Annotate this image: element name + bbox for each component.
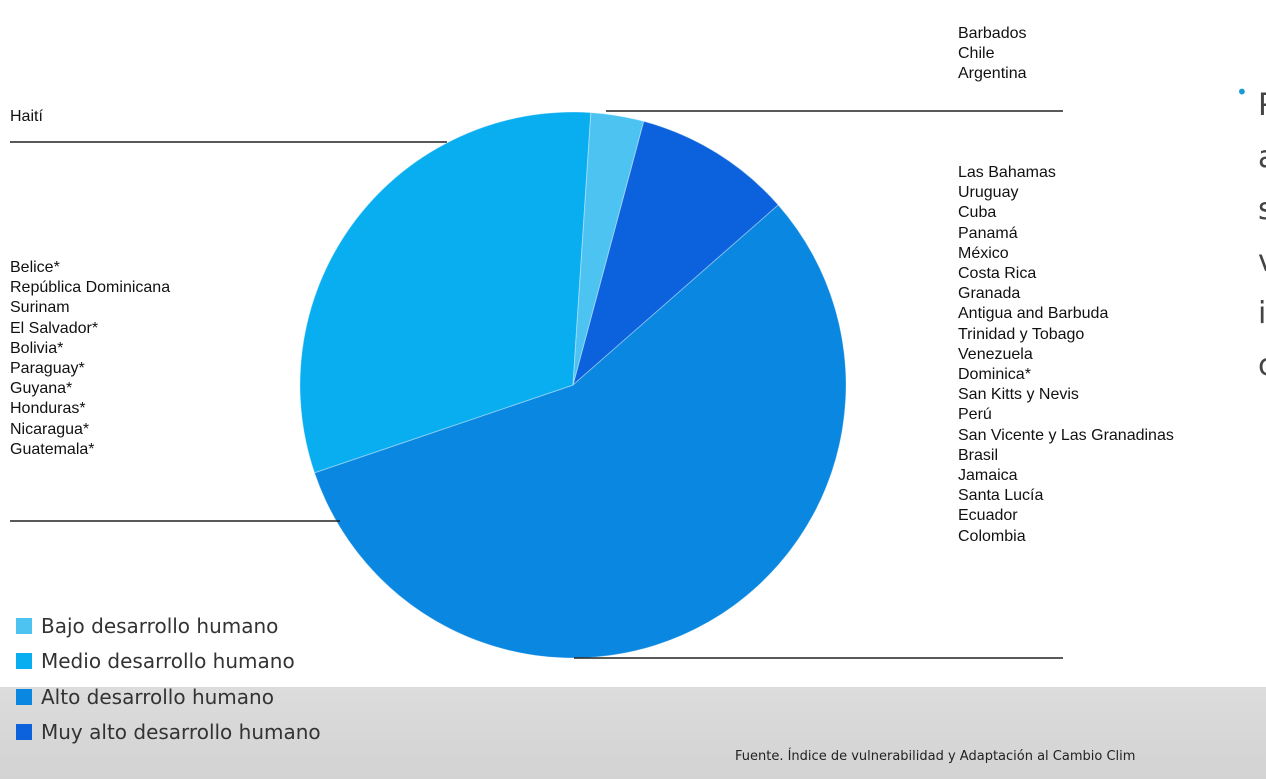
legend-item: Bajo desarrollo humano <box>10 608 321 644</box>
country-label: Las Bahamas <box>958 164 1056 181</box>
label-group-muy-alto: Barbados Chile Argentina <box>958 24 1027 85</box>
country-label: Brasil <box>958 446 999 464</box>
legend: Bajo desarrollo humano Medio desarrollo h… <box>10 608 321 750</box>
country-label: Cuba <box>958 204 997 222</box>
legend-swatch <box>16 617 32 634</box>
side-text-line: v <box>1258 236 1266 288</box>
pie-slice-1 <box>313 204 847 659</box>
country-label: Antigua and Barbuda <box>958 305 1109 323</box>
legend-label: Alto desarrollo humano <box>41 684 274 709</box>
side-text-line: c <box>1258 340 1266 392</box>
country-label: Dominica* <box>958 366 1031 384</box>
source-note: Fuente. Índice de vulnerabilidad y Adapt… <box>735 749 1136 764</box>
country-label: San Vicente y Las Granadinas <box>958 426 1174 444</box>
country-label: Panamá <box>958 224 1018 242</box>
country-label: Nicaragua* <box>10 420 90 438</box>
country-label: Ecuador <box>958 507 1018 525</box>
legend-item: Alto desarrollo humano <box>10 679 321 715</box>
pie-slice-2 <box>299 111 592 474</box>
legend-swatch <box>16 724 32 741</box>
country-label: Costa Rica <box>958 265 1037 283</box>
label-group-alto: Las Bahamas Uruguay Cuba Panamá México Costa … <box>958 163 1174 547</box>
label-group-medio: Belice* República Dominicana Surinam El Sal… <box>10 258 170 460</box>
legend-item: Medio desarrollo humano <box>10 644 321 680</box>
country-label: Haití <box>10 108 43 125</box>
country-label: Santa Lucía <box>958 487 1044 505</box>
country-label: Belice* <box>10 259 60 276</box>
side-text-line: P <box>1258 80 1266 132</box>
country-label: Uruguay <box>958 184 1019 202</box>
country-label: Trinidad y Tobago <box>958 325 1085 343</box>
country-label: San Kitts y Nevis <box>958 386 1079 404</box>
country-label: Honduras* <box>10 400 86 418</box>
side-text-line: a <box>1258 132 1266 184</box>
country-label: Barbados <box>958 25 1027 42</box>
legend-label: Bajo desarrollo humano <box>41 613 279 638</box>
country-label: México <box>958 244 1009 262</box>
country-label: Guatemala* <box>10 440 95 458</box>
pie-slice-0 <box>572 120 779 387</box>
country-label: Venezuela <box>958 345 1033 363</box>
country-label: Guyana* <box>10 380 73 398</box>
legend-swatch <box>16 688 32 705</box>
label-group-bajo: Haití <box>10 107 43 127</box>
legend-item: Muy alto desarrollo humano <box>10 715 321 751</box>
side-text-fragment: Pasvic <box>1258 80 1266 392</box>
country-label: Perú <box>958 406 992 424</box>
bullet-icon: • <box>1236 80 1248 104</box>
pie-slice-3 <box>572 112 645 386</box>
legend-label: Muy alto desarrollo humano <box>41 720 321 745</box>
country-label: Surinam <box>10 299 70 317</box>
country-label: Bolivia* <box>10 339 64 357</box>
country-label: Chile <box>958 45 995 63</box>
country-label: Granada <box>958 285 1021 303</box>
footer-band <box>0 687 1266 779</box>
side-text-line: s <box>1258 192 1266 227</box>
country-label: Jamaica <box>958 467 1018 485</box>
country-label: Colombia <box>958 527 1026 545</box>
side-text-line: i <box>1258 296 1266 331</box>
country-label: Argentina <box>958 65 1027 83</box>
country-label: República Dominicana <box>10 279 171 297</box>
country-label: El Salvador* <box>10 319 99 337</box>
legend-swatch <box>16 653 32 670</box>
legend-label: Medio desarrollo humano <box>41 649 295 674</box>
country-label: Paraguay* <box>10 360 85 378</box>
